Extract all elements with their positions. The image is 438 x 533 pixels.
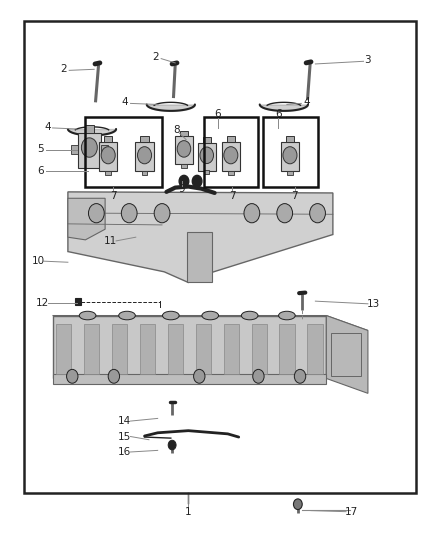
Bar bbox=[198, 143, 215, 171]
Text: 6: 6 bbox=[37, 166, 44, 175]
Bar bbox=[204, 171, 209, 174]
Bar bbox=[56, 324, 71, 374]
Text: 3: 3 bbox=[364, 55, 371, 65]
Bar bbox=[140, 136, 149, 142]
Text: 7: 7 bbox=[291, 191, 298, 200]
Text: 6: 6 bbox=[214, 109, 221, 119]
Bar bbox=[226, 136, 235, 142]
Circle shape bbox=[138, 147, 152, 164]
Bar bbox=[53, 374, 326, 384]
Bar bbox=[106, 171, 111, 175]
Bar bbox=[112, 324, 127, 374]
Bar bbox=[222, 142, 240, 171]
Text: 2: 2 bbox=[60, 64, 67, 74]
Text: 7: 7 bbox=[110, 191, 117, 200]
Text: 5: 5 bbox=[37, 144, 44, 154]
Text: 2: 2 bbox=[152, 52, 159, 62]
Circle shape bbox=[192, 175, 202, 187]
Bar bbox=[104, 136, 113, 142]
Bar bbox=[331, 333, 361, 376]
Bar bbox=[142, 171, 147, 175]
Circle shape bbox=[67, 369, 78, 383]
Bar bbox=[203, 137, 211, 143]
Circle shape bbox=[277, 204, 293, 223]
Circle shape bbox=[253, 369, 264, 383]
Polygon shape bbox=[53, 316, 326, 378]
Polygon shape bbox=[68, 192, 333, 282]
Bar bbox=[75, 298, 81, 305]
Text: 17: 17 bbox=[345, 507, 358, 516]
Circle shape bbox=[88, 204, 104, 223]
Bar bbox=[85, 117, 162, 187]
Polygon shape bbox=[326, 316, 368, 393]
Text: 16: 16 bbox=[118, 447, 131, 457]
Bar bbox=[99, 142, 117, 171]
Bar bbox=[168, 324, 184, 374]
Text: 11: 11 bbox=[104, 236, 117, 246]
Bar bbox=[281, 142, 299, 171]
Circle shape bbox=[194, 369, 205, 383]
Bar bbox=[84, 324, 99, 374]
Text: 12: 12 bbox=[36, 298, 49, 308]
Circle shape bbox=[168, 440, 176, 450]
Bar bbox=[286, 136, 294, 142]
Bar bbox=[204, 117, 258, 187]
Bar bbox=[287, 171, 293, 175]
Ellipse shape bbox=[162, 311, 179, 320]
Circle shape bbox=[293, 499, 302, 510]
Circle shape bbox=[108, 369, 120, 383]
Polygon shape bbox=[68, 198, 105, 240]
Text: 14: 14 bbox=[118, 416, 131, 426]
Text: 4: 4 bbox=[121, 98, 128, 107]
Text: 1: 1 bbox=[185, 507, 192, 516]
Circle shape bbox=[101, 147, 115, 164]
Ellipse shape bbox=[279, 311, 295, 320]
Circle shape bbox=[121, 204, 137, 223]
Bar bbox=[180, 131, 188, 136]
Circle shape bbox=[310, 204, 325, 223]
Polygon shape bbox=[53, 316, 368, 330]
Circle shape bbox=[154, 204, 170, 223]
Text: 8: 8 bbox=[173, 125, 180, 135]
Circle shape bbox=[283, 147, 297, 164]
Text: 7: 7 bbox=[229, 191, 236, 200]
Bar bbox=[135, 142, 154, 171]
Bar bbox=[251, 324, 267, 374]
Circle shape bbox=[81, 138, 97, 157]
Circle shape bbox=[177, 141, 191, 157]
Bar bbox=[78, 133, 101, 167]
Circle shape bbox=[200, 147, 214, 164]
Bar bbox=[140, 324, 155, 374]
Bar bbox=[187, 232, 212, 282]
Bar bbox=[175, 136, 193, 164]
Bar bbox=[101, 145, 108, 154]
Text: 6: 6 bbox=[275, 109, 282, 119]
Bar bbox=[195, 324, 211, 374]
Circle shape bbox=[179, 175, 189, 187]
Ellipse shape bbox=[79, 311, 96, 320]
Bar bbox=[181, 164, 187, 168]
Bar bbox=[279, 324, 295, 374]
Bar bbox=[228, 171, 233, 175]
Bar bbox=[85, 125, 94, 133]
Text: 13: 13 bbox=[367, 299, 380, 309]
Text: 15: 15 bbox=[118, 432, 131, 441]
Text: 9: 9 bbox=[178, 184, 185, 194]
Circle shape bbox=[224, 147, 238, 164]
Bar bbox=[307, 324, 323, 374]
Bar bbox=[71, 145, 78, 154]
Circle shape bbox=[244, 204, 260, 223]
Text: 4: 4 bbox=[44, 122, 51, 132]
Circle shape bbox=[294, 369, 306, 383]
Ellipse shape bbox=[241, 311, 258, 320]
Ellipse shape bbox=[119, 311, 135, 320]
Ellipse shape bbox=[202, 311, 219, 320]
Bar bbox=[263, 117, 318, 187]
Bar bbox=[223, 324, 239, 374]
Text: 4: 4 bbox=[303, 98, 310, 107]
Text: 10: 10 bbox=[32, 256, 45, 266]
Bar bbox=[24, 21, 416, 493]
